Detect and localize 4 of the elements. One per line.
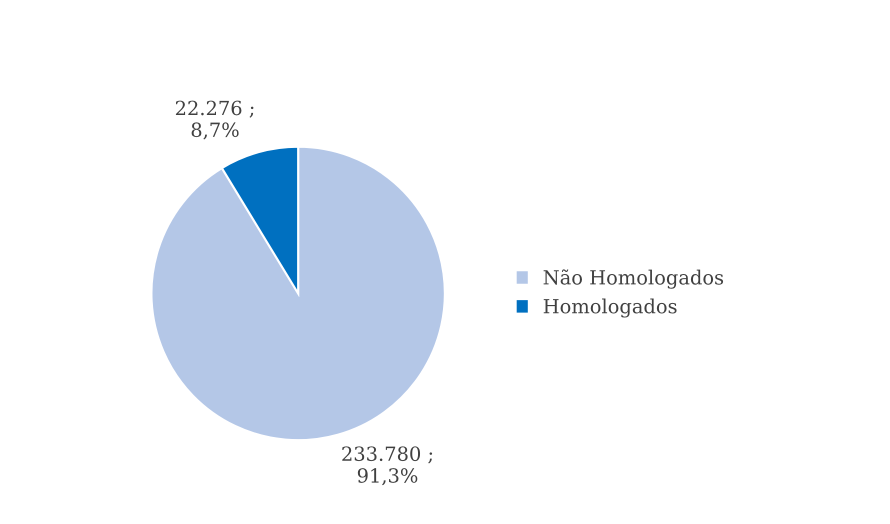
data-label: 22.276 ; 8,7%	[176, 100, 254, 140]
legend-label: Não Homologados	[544, 269, 724, 289]
legend-label: Homologados	[544, 298, 677, 318]
data-label: 233.780 ; 91,3%	[342, 446, 432, 486]
